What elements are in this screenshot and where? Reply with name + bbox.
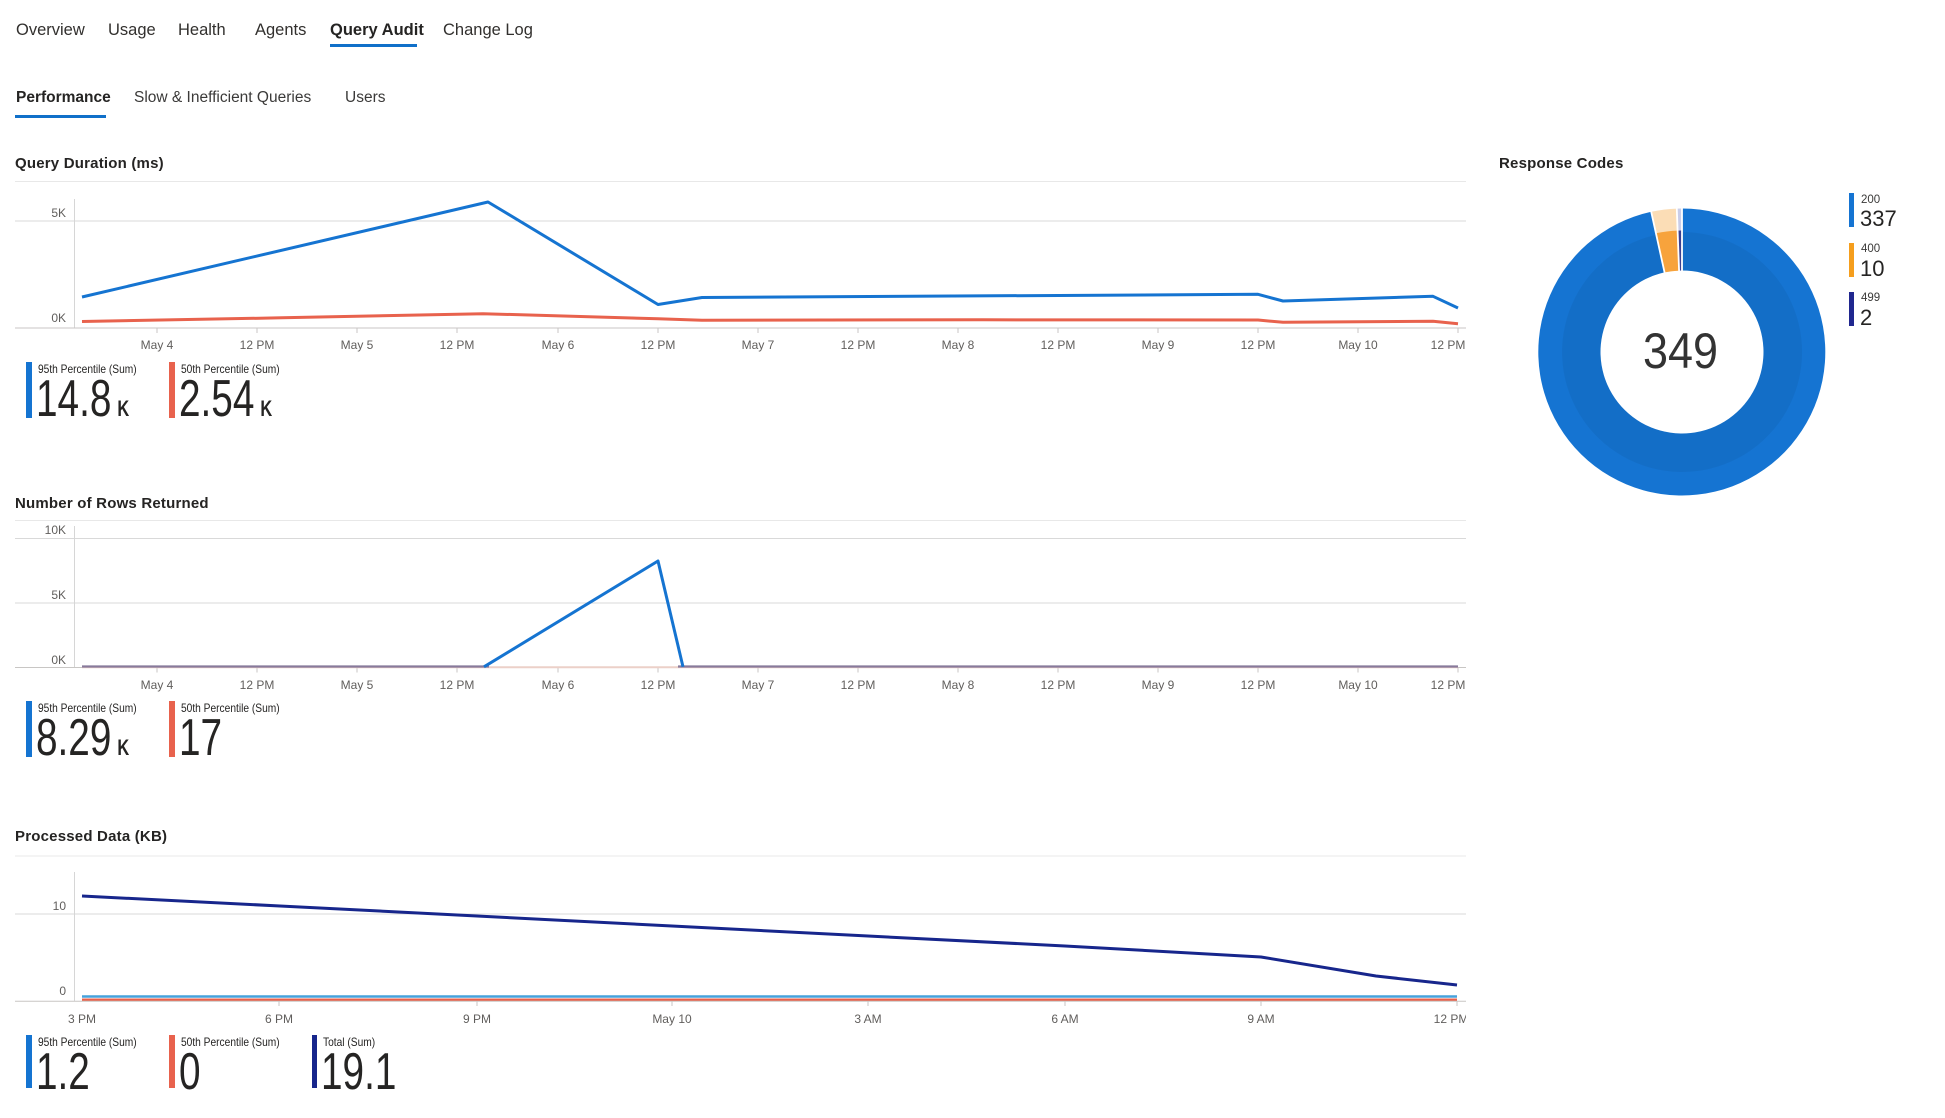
svg-text:0: 0 bbox=[59, 984, 66, 998]
svg-text:May 10: May 10 bbox=[1338, 338, 1378, 352]
svg-text:12 PM: 12 PM bbox=[841, 338, 876, 352]
svg-text:12 PM: 12 PM bbox=[240, 338, 275, 352]
svg-text:6 AM: 6 AM bbox=[1051, 1012, 1078, 1026]
svg-text:12 PM: 12 PM bbox=[1041, 678, 1076, 692]
svg-text:May 7: May 7 bbox=[742, 678, 775, 692]
svg-text:9 AM: 9 AM bbox=[1247, 1012, 1274, 1026]
svg-text:12 PM: 12 PM bbox=[440, 338, 475, 352]
svg-text:12 PM: 12 PM bbox=[1041, 338, 1076, 352]
svg-text:10: 10 bbox=[53, 899, 67, 913]
svg-text:May 5: May 5 bbox=[341, 338, 374, 352]
svg-text:0K: 0K bbox=[51, 311, 66, 325]
svg-text:9 PM: 9 PM bbox=[463, 1012, 491, 1026]
svg-text:12 PM: 12 PM bbox=[1241, 678, 1276, 692]
svg-text:May 8: May 8 bbox=[942, 338, 975, 352]
svg-text:6 PM: 6 PM bbox=[265, 1012, 293, 1026]
svg-text:May 5: May 5 bbox=[341, 678, 374, 692]
svg-text:May 9: May 9 bbox=[1142, 678, 1175, 692]
svg-text:12 PM: 12 PM bbox=[1241, 338, 1276, 352]
svg-text:12 PM: 12 PM bbox=[1434, 1012, 1466, 1026]
svg-text:10K: 10K bbox=[45, 523, 66, 537]
svg-text:12 PM: 12 PM bbox=[641, 338, 676, 352]
svg-text:12 PM: 12 PM bbox=[641, 678, 676, 692]
svg-text:12 PM: 12 PM bbox=[1431, 338, 1466, 352]
svg-text:May 10: May 10 bbox=[652, 1012, 692, 1026]
svg-text:May 6: May 6 bbox=[542, 338, 575, 352]
svg-text:May 8: May 8 bbox=[942, 678, 975, 692]
svg-text:May 6: May 6 bbox=[542, 678, 575, 692]
svg-text:12 PM: 12 PM bbox=[841, 678, 876, 692]
svg-text:12 PM: 12 PM bbox=[240, 678, 275, 692]
svg-text:May 4: May 4 bbox=[141, 678, 174, 692]
svg-text:May 9: May 9 bbox=[1142, 338, 1175, 352]
svg-text:12 PM: 12 PM bbox=[1431, 678, 1466, 692]
svg-text:May 4: May 4 bbox=[141, 338, 174, 352]
svg-text:May 10: May 10 bbox=[1338, 678, 1378, 692]
svg-text:5K: 5K bbox=[51, 588, 66, 602]
svg-text:3 PM: 3 PM bbox=[68, 1012, 96, 1026]
svg-text:5K: 5K bbox=[51, 206, 66, 220]
svg-text:May 7: May 7 bbox=[742, 338, 775, 352]
svg-text:349: 349 bbox=[1643, 323, 1718, 379]
svg-text:0K: 0K bbox=[51, 653, 66, 667]
svg-text:12 PM: 12 PM bbox=[440, 678, 475, 692]
svg-text:3 AM: 3 AM bbox=[854, 1012, 881, 1026]
